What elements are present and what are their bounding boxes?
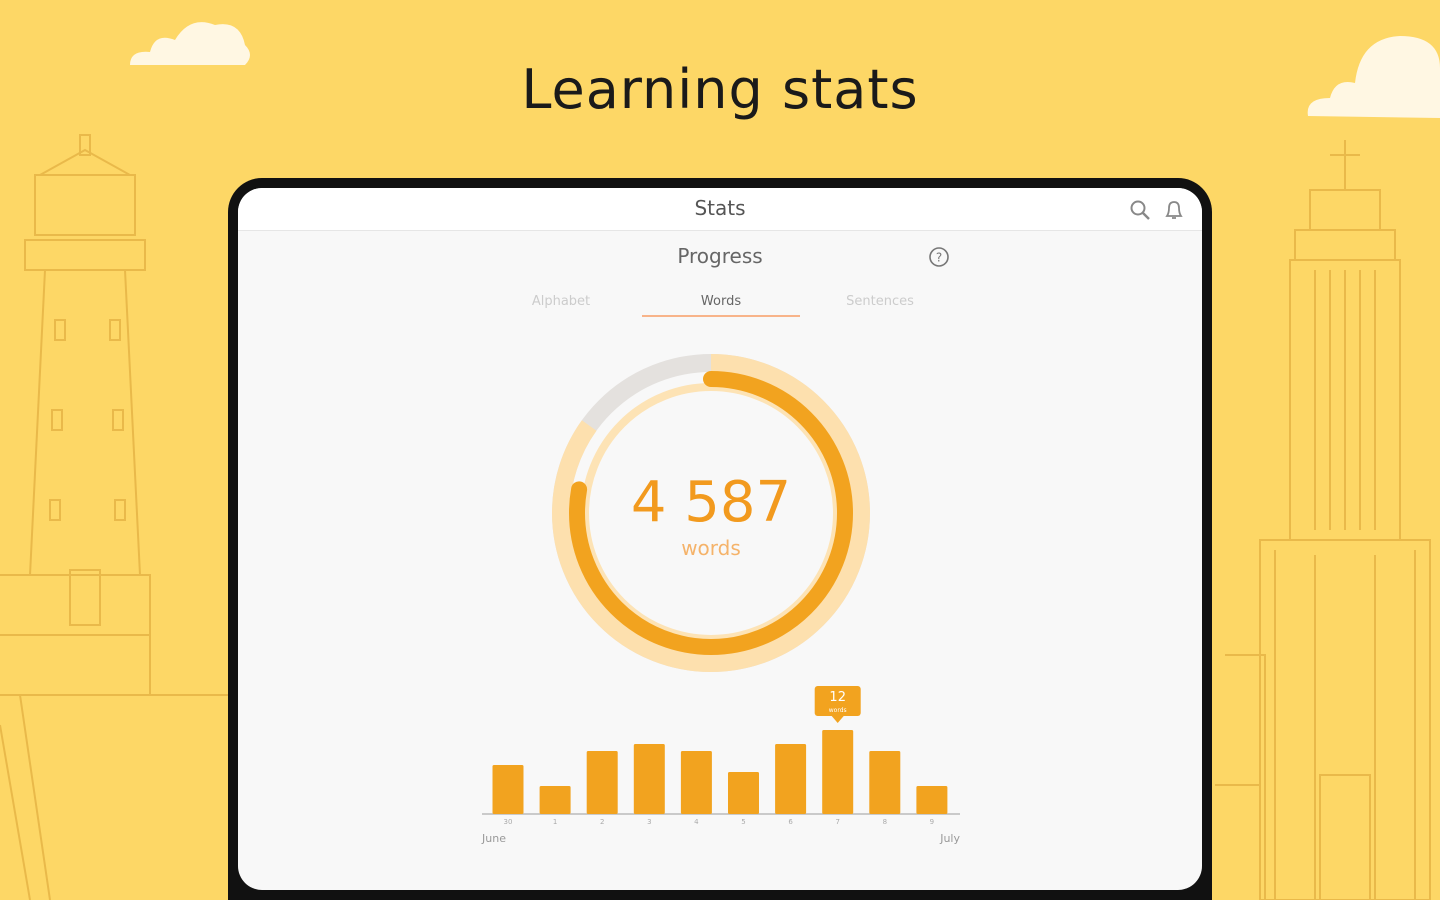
- svg-text:?: ?: [936, 251, 942, 265]
- screen-title: Stats: [694, 196, 746, 220]
- x-tick-label: 5: [741, 818, 745, 826]
- app-screen: Stats Progress ? Alphabet Words Sentence…: [238, 188, 1202, 890]
- bar-tooltip: [814, 686, 861, 716]
- tab-alphabet[interactable]: Alphabet: [531, 294, 591, 309]
- lighthouse-illustration: [0, 134, 230, 900]
- section-title: Progress: [677, 244, 763, 268]
- bar-3[interactable]: [633, 744, 665, 814]
- x-tick-label: 4: [694, 818, 699, 826]
- tab-words[interactable]: Words: [642, 294, 800, 317]
- tab-sentences[interactable]: Sentences: [846, 294, 914, 309]
- total-count: 4 587: [630, 470, 792, 535]
- x-tick-label: 7: [835, 818, 839, 826]
- x-tick-label: 2: [600, 818, 604, 826]
- total-unit: words: [681, 536, 741, 560]
- bar-2[interactable]: [586, 751, 618, 814]
- cloud-right-icon: [1307, 36, 1440, 118]
- bar-9[interactable]: [916, 786, 948, 814]
- month-end-label: July: [939, 832, 960, 845]
- x-tick-label: 30: [504, 818, 513, 826]
- x-tick-label: 8: [883, 818, 887, 826]
- x-tick-label: 6: [788, 818, 793, 826]
- help-icon[interactable]: ?: [928, 246, 950, 268]
- ring-outer-progress: [552, 354, 870, 672]
- tooltip-pointer: [831, 716, 844, 723]
- bar-8[interactable]: [869, 751, 901, 814]
- bar-6[interactable]: [775, 744, 807, 814]
- tower-illustration: [1215, 140, 1431, 900]
- headline: Learning stats: [521, 58, 919, 121]
- bar-1[interactable]: [539, 786, 571, 814]
- cloud-left-icon: [130, 22, 250, 65]
- bar-30[interactable]: [492, 765, 524, 814]
- top-bar: Stats: [238, 188, 1202, 231]
- x-tick-label: 1: [553, 818, 557, 826]
- tooltip-label: words: [829, 707, 847, 714]
- month-start-label: June: [481, 832, 506, 845]
- search-icon[interactable]: [1128, 198, 1152, 222]
- ring-progress-arc: [569, 371, 853, 655]
- bar-7[interactable]: [822, 730, 854, 814]
- tablet-frame: Stats Progress ? Alphabet Words Sentence…: [228, 178, 1212, 900]
- x-tick-label: 9: [930, 818, 934, 826]
- tooltip-value: 12: [829, 690, 846, 705]
- x-tick-label: 3: [647, 818, 651, 826]
- bell-icon[interactable]: [1162, 198, 1186, 222]
- bar-5[interactable]: [728, 772, 759, 814]
- bar-4[interactable]: [680, 751, 712, 814]
